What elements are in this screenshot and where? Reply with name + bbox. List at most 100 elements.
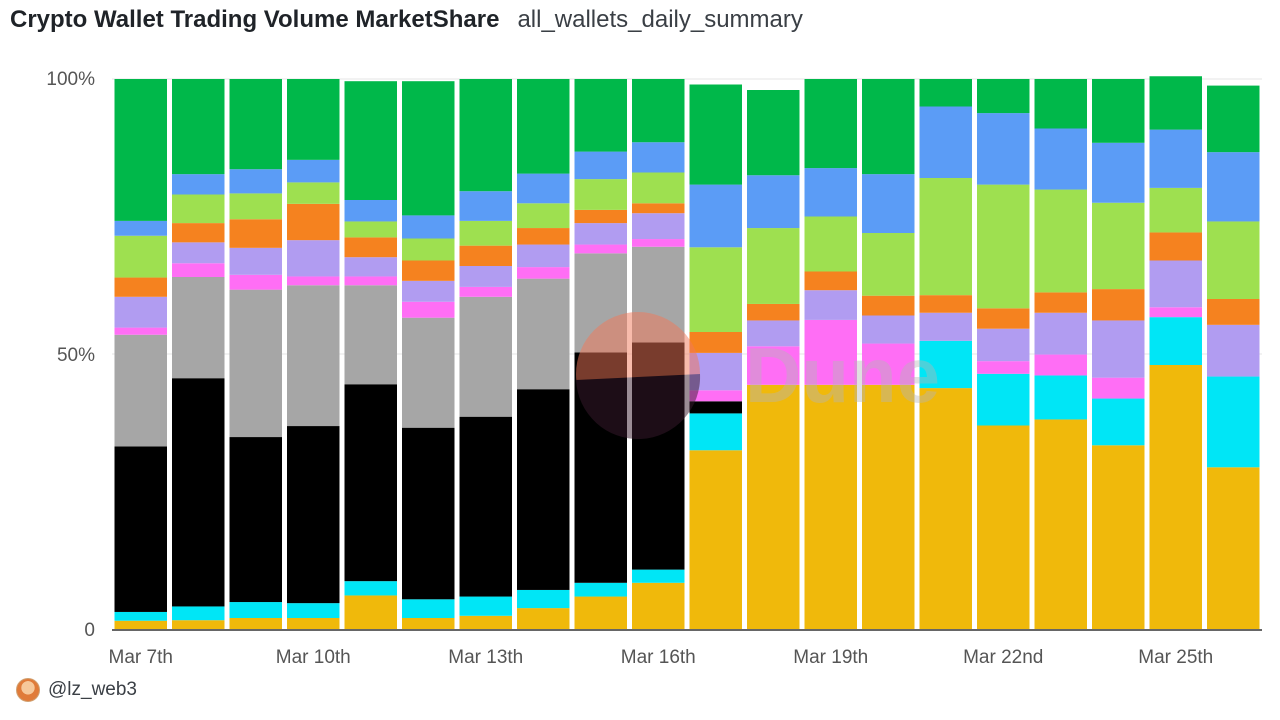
bar-segment-s8-12[interactable] (804, 216, 858, 272)
bar-segment-s7-9[interactable] (632, 203, 685, 214)
bar-segment-s5-4[interactable] (344, 276, 398, 286)
bar-segment-s1-18[interactable] (1149, 365, 1203, 629)
bar-segment-s5-9[interactable] (632, 239, 685, 247)
bar-segment-s1-15[interactable] (977, 425, 1030, 630)
bar-segment-s2-19[interactable] (1207, 376, 1260, 468)
bar-segment-s8-17[interactable] (1092, 202, 1145, 290)
bar-segment-s9-14[interactable] (919, 106, 973, 179)
bar-segment-s2-18[interactable] (1149, 317, 1203, 365)
bar-segment-s9-5[interactable] (402, 215, 455, 239)
bar-segment-s10-9[interactable] (632, 79, 685, 143)
bar-segment-s6-5[interactable] (402, 280, 455, 302)
bar-segment-s1-5[interactable] (402, 618, 455, 629)
bar-segment-s10-16[interactable] (1034, 79, 1088, 129)
bar-segment-s3-10[interactable] (689, 401, 743, 414)
bar-segment-s4-7[interactable] (517, 278, 570, 390)
bar-segment-s8-2[interactable] (229, 193, 283, 220)
bar-segment-s7-5[interactable] (402, 260, 455, 281)
bar-segment-s7-12[interactable] (804, 271, 858, 291)
bar-segment-s9-8[interactable] (574, 151, 628, 180)
bar-segment-s5-16[interactable] (1034, 354, 1088, 376)
bar-segment-s10-7[interactable] (517, 79, 570, 174)
bar-segment-s1-4[interactable] (344, 595, 398, 629)
bar-segment-s1-10[interactable] (689, 450, 743, 629)
bar-segment-s9-13[interactable] (862, 174, 915, 233)
bar-segment-s9-17[interactable] (1092, 142, 1145, 203)
bar-segment-s10-0[interactable] (114, 79, 168, 221)
bar-segment-s1-13[interactable] (862, 384, 915, 629)
bar-segment-s6-13[interactable] (862, 315, 915, 344)
bar-segment-s6-2[interactable] (229, 247, 283, 275)
bar-segment-s1-14[interactable] (919, 388, 973, 629)
bar-segment-s1-6[interactable] (459, 615, 513, 629)
bar-segment-s5-17[interactable] (1092, 377, 1145, 399)
bar-segment-s5-8[interactable] (574, 244, 628, 254)
bar-segment-s2-7[interactable] (517, 589, 570, 609)
bar-segment-s2-1[interactable] (172, 606, 225, 621)
bar-segment-s6-3[interactable] (287, 240, 340, 277)
bar-segment-s2-8[interactable] (574, 582, 628, 597)
bar-segment-s8-16[interactable] (1034, 189, 1088, 293)
bar-segment-s6-14[interactable] (919, 312, 973, 341)
bar-segment-s9-10[interactable] (689, 184, 743, 248)
bar-segment-s7-10[interactable] (689, 332, 743, 353)
bar-segment-s9-19[interactable] (1207, 152, 1260, 222)
bar-segment-s1-17[interactable] (1092, 445, 1145, 629)
bar-segment-s4-1[interactable] (172, 277, 225, 379)
bar-segment-s1-0[interactable] (114, 620, 168, 629)
bar-segment-s8-14[interactable] (919, 178, 973, 296)
bar-segment-s5-10[interactable] (689, 390, 743, 402)
bar-segment-s8-3[interactable] (287, 182, 340, 204)
bar-segment-s5-18[interactable] (1149, 307, 1203, 318)
bar-segment-s7-14[interactable] (919, 295, 973, 313)
bar-segment-s10-4[interactable] (344, 81, 398, 200)
bar-segment-s2-3[interactable] (287, 603, 340, 618)
bar-segment-s10-3[interactable] (287, 79, 340, 160)
bar-segment-s2-0[interactable] (114, 611, 168, 621)
bar-segment-s2-10[interactable] (689, 413, 743, 451)
bar-segment-s5-2[interactable] (229, 274, 283, 290)
bar-segment-s10-15[interactable] (977, 79, 1030, 114)
bar-segment-s9-6[interactable] (459, 191, 513, 221)
bar-segment-s10-12[interactable] (804, 79, 858, 169)
bar-segment-s8-0[interactable] (114, 235, 168, 278)
bar-segment-s1-1[interactable] (172, 620, 225, 629)
bar-segment-s6-1[interactable] (172, 242, 225, 264)
bar-segment-s4-4[interactable] (344, 285, 398, 385)
bar-segment-s3-0[interactable] (114, 446, 168, 612)
bar-segment-s6-0[interactable] (114, 296, 168, 328)
bar-segment-s7-0[interactable] (114, 277, 168, 297)
bar-segment-s1-9[interactable] (632, 582, 685, 629)
bar-segment-s6-16[interactable] (1034, 312, 1088, 355)
bar-segment-s3-3[interactable] (287, 426, 340, 604)
bar-segment-s9-3[interactable] (287, 159, 340, 183)
bar-segment-s8-18[interactable] (1149, 187, 1203, 233)
bar-segment-s3-1[interactable] (172, 378, 225, 607)
bar-segment-s7-19[interactable] (1207, 299, 1260, 325)
bar-segment-s10-10[interactable] (689, 84, 743, 185)
bar-segment-s3-4[interactable] (344, 384, 398, 582)
bar-segment-s3-2[interactable] (229, 437, 283, 603)
bar-segment-s9-4[interactable] (344, 200, 398, 222)
bar-segment-s4-0[interactable] (114, 334, 168, 447)
bar-segment-s7-8[interactable] (574, 209, 628, 224)
bar-segment-s3-5[interactable] (402, 427, 455, 600)
bar-segment-s7-4[interactable] (344, 237, 398, 258)
bar-segment-s6-12[interactable] (804, 290, 858, 320)
bar-segment-s4-6[interactable] (459, 296, 513, 417)
bar-segment-s10-19[interactable] (1207, 85, 1260, 153)
bar-segment-s10-5[interactable] (402, 81, 455, 216)
bar-segment-s6-18[interactable] (1149, 260, 1203, 308)
bar-segment-s10-2[interactable] (229, 79, 283, 170)
bar-segment-s10-13[interactable] (862, 79, 915, 175)
bar-segment-s5-0[interactable] (114, 327, 168, 335)
bar-segment-s7-13[interactable] (862, 295, 915, 316)
bar-segment-s8-6[interactable] (459, 220, 513, 246)
bar-segment-s7-7[interactable] (517, 228, 570, 245)
bar-segment-s8-9[interactable] (632, 172, 685, 204)
bar-segment-s6-11[interactable] (747, 320, 800, 347)
bar-segment-s6-8[interactable] (574, 223, 628, 245)
bar-segment-s9-15[interactable] (977, 113, 1030, 185)
bar-segment-s7-2[interactable] (229, 219, 283, 248)
bar-segment-s5-13[interactable] (862, 343, 915, 385)
